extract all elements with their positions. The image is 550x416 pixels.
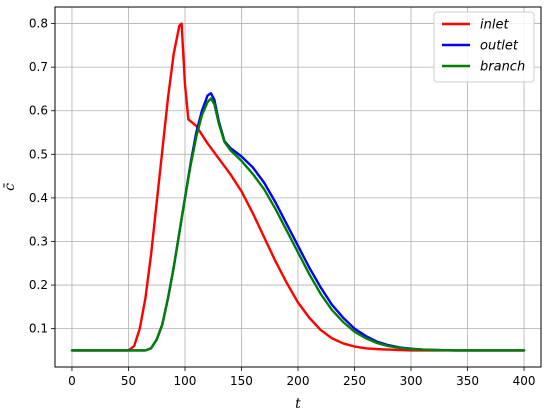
x-axis: 0 50 100 150 200 250 300 350 400 (68, 367, 535, 388)
x-tick-label: 250 (343, 374, 366, 388)
y-tick-label: 0.6 (29, 104, 48, 118)
x-tick-label: 100 (174, 374, 197, 388)
series-line-inlet (70, 22, 526, 352)
legend-label-outlet: outlet (480, 39, 519, 54)
x-tick-label: 300 (400, 374, 423, 388)
y-tick-label: 0.7 (29, 60, 48, 74)
y-tick-label: 0.1 (29, 322, 48, 336)
x-axis-label: t (295, 396, 301, 412)
series-lines (70, 22, 526, 352)
x-tick-label: 50 (121, 374, 136, 388)
legend-box (433, 11, 535, 83)
y-axis: 0.1 0.2 0.3 0.4 0.5 0.6 0.7 0.8 (29, 17, 55, 336)
x-tick-label: 200 (287, 374, 310, 388)
y-tick-label: 0.5 (29, 147, 48, 161)
legend-label-inlet: inlet (480, 18, 509, 33)
x-tick-label: 0 (68, 374, 76, 388)
y-tick-label: 0.2 (29, 278, 48, 292)
x-tick-label: 400 (513, 374, 536, 388)
series-line-branch (70, 97, 526, 352)
y-tick-label: 0.3 (29, 234, 48, 248)
legend: inlet outlet branch (433, 11, 535, 83)
y-tick-label: 0.8 (29, 17, 48, 31)
y-axis-label: c̄ (2, 182, 18, 190)
x-tick-label: 350 (456, 374, 479, 388)
y-tick-label: 0.4 (29, 191, 48, 205)
legend-label-branch: branch (480, 60, 525, 75)
x-tick-label: 150 (230, 374, 253, 388)
grid (55, 7, 541, 367)
